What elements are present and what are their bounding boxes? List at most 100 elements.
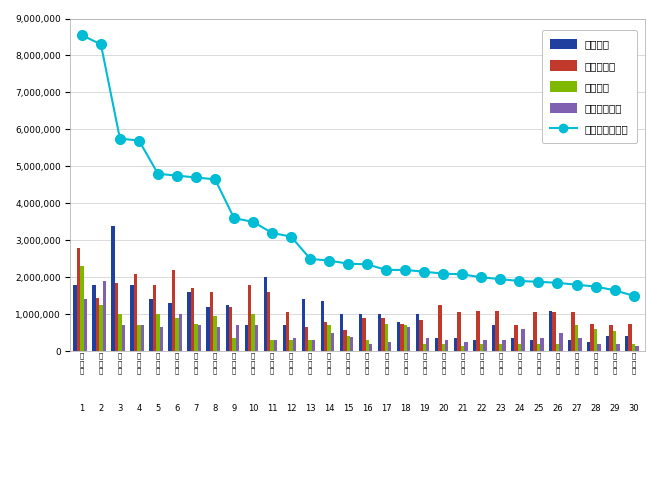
Bar (403, 325, 407, 351)
Bar (556, 344, 559, 351)
Bar (251, 314, 255, 351)
Bar (572, 312, 575, 351)
Text: 12: 12 (286, 404, 296, 413)
Bar (568, 340, 572, 351)
Bar (77, 248, 80, 351)
Bar (346, 337, 350, 351)
Bar (73, 285, 77, 351)
Bar (511, 338, 514, 351)
Text: 10: 10 (248, 404, 258, 413)
Bar (308, 340, 312, 351)
Bar (321, 301, 324, 351)
Bar (366, 340, 369, 351)
Bar (385, 324, 388, 351)
Bar (388, 342, 391, 351)
Text: 2: 2 (98, 404, 104, 413)
Text: 25: 25 (533, 404, 544, 413)
Text: 24: 24 (514, 404, 525, 413)
Bar (378, 314, 381, 351)
Text: 26: 26 (552, 404, 563, 413)
Bar (537, 344, 540, 351)
Bar (194, 324, 198, 351)
Bar (229, 307, 232, 351)
Bar (397, 322, 400, 351)
Bar (426, 338, 430, 351)
Bar (435, 338, 438, 351)
Bar (115, 283, 118, 351)
Bar (267, 292, 271, 351)
Bar (625, 337, 628, 351)
Bar (575, 325, 578, 351)
Text: 11: 11 (267, 404, 277, 413)
Bar (616, 344, 620, 351)
Bar (594, 329, 597, 351)
Bar (331, 333, 335, 351)
Bar (628, 324, 632, 351)
Bar (445, 340, 449, 351)
Bar (153, 285, 156, 351)
Text: 17: 17 (381, 404, 391, 413)
Bar (381, 318, 385, 351)
Bar (137, 325, 141, 351)
Text: 23: 23 (495, 404, 506, 413)
Bar (454, 338, 457, 351)
Bar (473, 340, 477, 351)
Text: 6: 6 (174, 404, 180, 413)
Bar (112, 225, 115, 351)
Bar (156, 314, 160, 351)
Text: 27: 27 (571, 404, 582, 413)
Bar (438, 305, 442, 351)
Bar (461, 346, 464, 351)
Text: 18: 18 (400, 404, 411, 413)
Bar (495, 310, 499, 351)
Text: 9: 9 (232, 404, 237, 413)
Bar (350, 337, 353, 351)
Bar (514, 325, 517, 351)
Bar (216, 327, 220, 351)
Bar (286, 312, 290, 351)
Bar (305, 327, 308, 351)
Bar (477, 310, 480, 351)
Bar (549, 310, 552, 351)
Bar (327, 325, 331, 351)
Text: 29: 29 (609, 404, 620, 413)
Bar (407, 327, 411, 351)
Bar (400, 324, 403, 351)
Bar (483, 340, 486, 351)
Bar (248, 285, 251, 351)
Bar (521, 329, 525, 351)
Bar (597, 344, 601, 351)
Bar (232, 338, 236, 351)
Bar (499, 344, 502, 351)
Text: 14: 14 (324, 404, 335, 413)
Text: 15: 15 (343, 404, 354, 413)
Text: 3: 3 (117, 404, 123, 413)
Text: 28: 28 (590, 404, 601, 413)
Bar (187, 292, 191, 351)
Bar (149, 300, 153, 351)
Text: 1: 1 (79, 404, 84, 413)
Bar (552, 312, 556, 351)
Bar (369, 344, 372, 351)
Bar (290, 340, 293, 351)
Text: 16: 16 (362, 404, 372, 413)
Bar (198, 325, 201, 351)
Bar (540, 338, 544, 351)
Bar (141, 325, 144, 351)
Bar (530, 340, 533, 351)
Bar (179, 314, 182, 351)
Bar (559, 333, 562, 351)
Bar (416, 314, 419, 351)
Bar (591, 324, 594, 351)
Bar (80, 266, 84, 351)
Text: 19: 19 (419, 404, 430, 413)
Bar (172, 270, 176, 351)
Bar (92, 285, 96, 351)
Bar (422, 344, 426, 351)
Bar (99, 305, 102, 351)
Bar (282, 325, 286, 351)
Bar (226, 305, 229, 351)
Bar (118, 314, 121, 351)
Bar (121, 325, 125, 351)
Bar (502, 340, 506, 351)
